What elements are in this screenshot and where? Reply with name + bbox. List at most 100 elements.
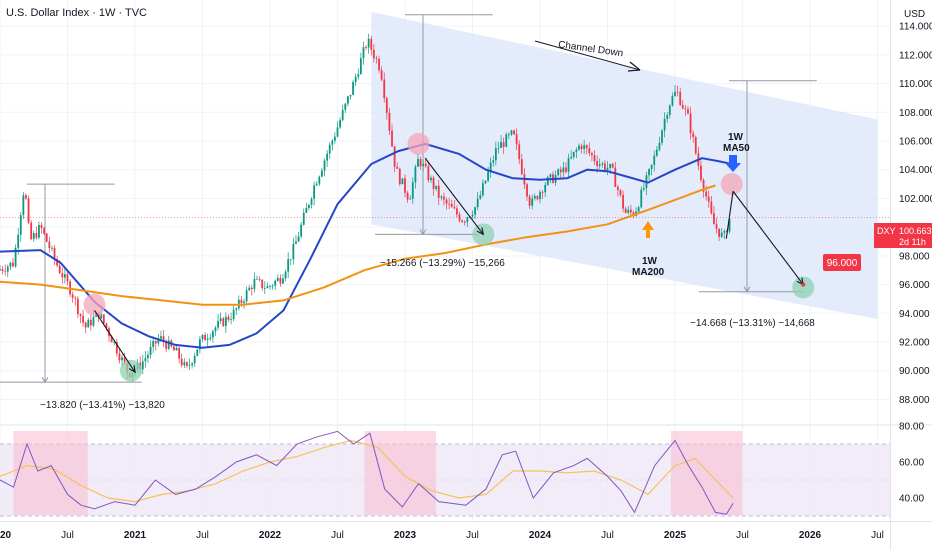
price-tick-label: 104.000 — [899, 165, 932, 176]
drawn-arrows — [0, 157, 890, 374]
candle-body — [79, 313, 82, 316]
candle-body — [481, 183, 484, 196]
candle-body — [406, 192, 409, 200]
candle-body — [500, 142, 502, 149]
candle-body — [152, 340, 155, 347]
highlight-circles — [83, 132, 815, 382]
candle-body — [583, 145, 586, 150]
time-tick-label: Jul — [196, 530, 209, 541]
candle-body — [141, 361, 144, 370]
candle-body — [404, 178, 406, 193]
candle-body — [710, 201, 713, 214]
candle-body — [92, 316, 95, 326]
ma200-label-line1: 1W — [642, 256, 658, 267]
price-tick-label: 98.000 — [899, 251, 930, 262]
measure-1-label: −13.820 (−13.41%) −13,820 — [40, 400, 165, 411]
time-tick-label: Jul — [871, 530, 884, 541]
candle-body — [240, 299, 243, 304]
candle-body — [456, 208, 458, 215]
candle-body — [655, 149, 658, 156]
candle-body — [578, 145, 580, 150]
bottom-highlight-circle — [792, 276, 815, 299]
candle-body — [38, 224, 40, 238]
candle-body — [331, 140, 334, 145]
candle-body — [292, 243, 295, 260]
candle-body — [507, 134, 510, 136]
candle-body — [640, 189, 643, 208]
candle-body — [411, 182, 414, 199]
candle-body — [650, 164, 653, 170]
candle-body — [380, 70, 383, 80]
time-axis[interactable]: 2020 Jul 2021 Jul 2022 Jul 2023 Jul 2024 Jul 2025 J… — [0, 530, 884, 541]
candle-body — [585, 145, 588, 149]
candle-body — [1, 269, 4, 271]
candle-body — [471, 214, 474, 217]
candle-body — [505, 134, 508, 147]
ma50-label: 1W MA50 — [723, 132, 750, 172]
candle-body — [97, 312, 100, 319]
currency-label[interactable]: USD — [904, 9, 925, 20]
candle-body — [180, 358, 183, 366]
target-price-badge[interactable]: 96.000 — [823, 254, 861, 271]
rsi-axis[interactable]: 40.00 60.00 80.00 — [899, 422, 924, 505]
candle-body — [575, 149, 578, 152]
projection-arrow — [732, 190, 804, 285]
candle-body — [339, 120, 341, 128]
candle-body — [596, 161, 599, 167]
candle-body — [222, 318, 225, 327]
candle-body — [183, 362, 186, 366]
candle-body — [375, 58, 378, 60]
candle-body — [14, 247, 17, 267]
target-dot — [801, 282, 806, 287]
candle-body — [326, 153, 329, 161]
candle-body — [417, 158, 419, 167]
candle-body — [157, 338, 160, 344]
candle-body — [248, 287, 251, 291]
price-tick-label: 106.000 — [899, 137, 932, 148]
price-tick-label: 88.000 — [899, 395, 930, 406]
candle-body — [627, 209, 630, 213]
time-tick-label: 2023 — [394, 530, 417, 541]
candle-body — [201, 334, 204, 340]
candle-body — [570, 156, 573, 159]
ma50-label-line1: 1W — [728, 132, 744, 143]
candle-body — [422, 163, 425, 167]
candle-body — [494, 148, 497, 161]
candle-body — [536, 195, 539, 200]
current-price-bg — [874, 223, 932, 248]
chart-title: U.S. Dollar Index · 1W · TVC — [6, 7, 147, 19]
bottom-highlight-circle — [119, 359, 142, 382]
candle-body — [123, 357, 126, 364]
price-tick-label: 92.000 — [899, 337, 930, 348]
candle-body — [245, 290, 248, 302]
candle-body — [474, 207, 476, 215]
candle-body — [266, 286, 269, 289]
candle-body — [676, 91, 679, 93]
candle-body — [609, 163, 611, 168]
candle-body — [318, 176, 321, 184]
candle-body — [191, 363, 194, 366]
candle-body — [76, 298, 79, 314]
current-price-badge[interactable]: DXY 100.663 2d 11h — [874, 223, 932, 248]
candle-body — [435, 185, 438, 189]
candle-body — [430, 177, 432, 181]
candle-body — [702, 179, 705, 192]
candle-body — [297, 236, 300, 242]
drawn-arrow-head — [476, 227, 485, 236]
candle-body — [370, 38, 373, 50]
candle-body — [398, 168, 401, 185]
candle-body — [295, 241, 297, 244]
candle-body — [526, 184, 528, 197]
candle-body — [274, 280, 277, 286]
candle-body — [287, 259, 290, 272]
ma50-arrow-icon — [725, 155, 741, 172]
candle-body — [580, 145, 583, 150]
candle-body — [178, 347, 181, 359]
candle-body — [489, 162, 492, 172]
candle-body — [572, 151, 575, 157]
candle-body — [539, 191, 541, 200]
candle-body — [35, 233, 38, 238]
candle-body — [692, 133, 695, 138]
candle-body — [497, 148, 500, 149]
